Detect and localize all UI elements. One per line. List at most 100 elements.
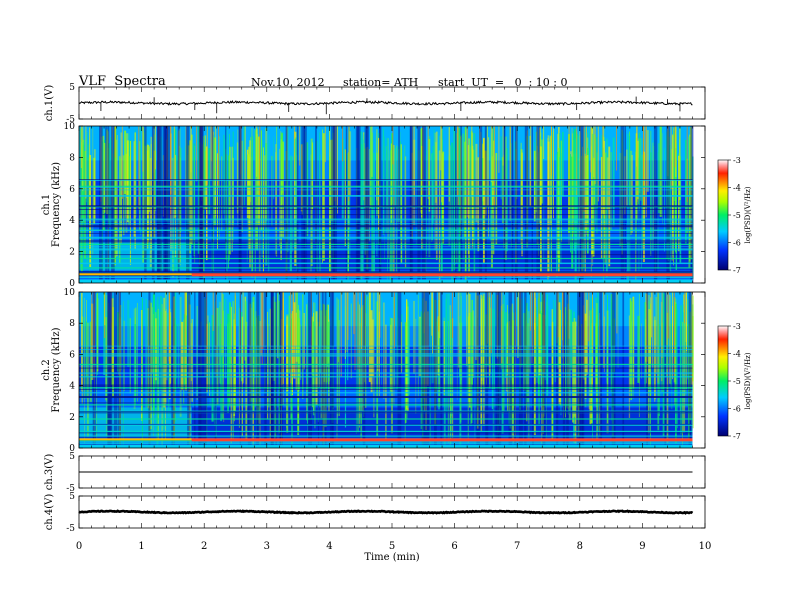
- ch1-spectrogram-sferic-strong: [138, 126, 140, 209]
- ch1-spectrogram-sferic-strong: [643, 126, 644, 208]
- ch1-spectrogram-sferic-strong: [594, 126, 596, 185]
- ch1-spectrogram-sferic: [535, 131, 537, 213]
- ch2-spectrogram-sferic: [81, 316, 83, 404]
- ch1-spectrogram-sferic: [120, 158, 122, 237]
- ch1-spectrogram-sferic: [592, 155, 594, 266]
- ch2-spectrogram-dark-gap: [247, 292, 252, 448]
- ch1-spectrogram-sferic: [213, 137, 217, 226]
- ch1-spectrogram-sferic: [483, 139, 484, 251]
- ch2-spectrogram-sferic: [230, 306, 232, 444]
- ch1-spectrogram-sferic: [258, 136, 260, 226]
- ch1-spectrogram-sferic: [630, 150, 633, 235]
- ch2-spectrogram-sferic: [650, 303, 651, 447]
- ch2-spectrogram-sferic: [159, 296, 162, 392]
- ch1-spectrogram-sferic-strong: [645, 126, 647, 218]
- ch1-spectrogram-sferic-strong: [466, 126, 468, 218]
- ch2-spectrogram-dark-gap: [425, 292, 430, 448]
- ch1-spectrogram-sferic: [553, 128, 554, 219]
- ch1-spectrogram-sferic: [348, 129, 351, 259]
- ch1-spectrogram-sferic: [604, 152, 607, 265]
- ch2-spectrogram-line: [79, 443, 693, 445]
- ch2-spectrogram-sferic-strong: [650, 292, 652, 338]
- ch2-spectrogram-sferic: [147, 308, 149, 409]
- ch1-spectrogram-sferic: [128, 133, 130, 222]
- ch2-spectrogram-sferic: [82, 296, 84, 367]
- ch2-spectrogram-sferic: [610, 294, 612, 392]
- ch1-spectrogram-sferic: [382, 128, 385, 235]
- x-tick-label: 9: [639, 541, 645, 552]
- ch1-spectrogram-sferic: [679, 128, 681, 200]
- ch2-spectrogram-sferic: [665, 297, 667, 377]
- ch1-spectrogram-line: [79, 271, 693, 272]
- ch1-spectrogram-line: [79, 187, 693, 188]
- ch2-spectrogram-dark-gap: [201, 292, 206, 448]
- ch1-spectrogram-sferic: [600, 157, 603, 259]
- ch1-spectrogram-sferic: [637, 140, 639, 200]
- ch1-spectrogram-ylabel: Frequency (kHz): [51, 162, 62, 247]
- ch2-spectrogram-sferic: [303, 313, 305, 370]
- ch2-spectrogram-sferic: [596, 303, 598, 441]
- ch1-spectrogram-sferic: [372, 152, 375, 273]
- ch1-spectrogram-hum-line: [79, 237, 693, 239]
- ch1-spectrogram-line: [79, 272, 693, 274]
- ch1-spectrogram-sferic: [493, 140, 495, 255]
- ch2-spectrogram-sferic-strong: [282, 292, 284, 384]
- ch1-spectrogram-line: [79, 220, 693, 222]
- ch2-spectrogram-dark-gap: [362, 292, 366, 448]
- ch2-spectrogram-dark-gap: [421, 292, 426, 448]
- ch1-spectrogram-sferic: [504, 136, 507, 261]
- ch1-spectrogram-sferic: [472, 149, 475, 240]
- ch1-spectrogram-ytick-label: 0: [69, 279, 75, 289]
- ch2-spectrogram-sferic: [206, 323, 208, 393]
- ch2-spectrogram-sferic: [400, 322, 402, 373]
- ch1-spectrogram-sferic: [640, 157, 642, 269]
- ch1-spectrogram-dark-gap: [356, 126, 361, 283]
- ch1-spectrogram-sferic-strong: [114, 126, 116, 158]
- ch2-spectrogram-sferic: [136, 302, 138, 402]
- ch2-spectrogram-sferic: [595, 297, 598, 371]
- ch2-spectrogram-sferic: [683, 294, 686, 433]
- ch3-waveform-ytick-label: -5: [66, 484, 75, 494]
- ch1-spectrogram-line: [79, 249, 693, 251]
- ch2-spectrogram-sferic: [502, 304, 504, 414]
- ch2-spectrogram-sferic: [255, 311, 257, 406]
- ch2-spectrogram-sferic: [381, 297, 383, 385]
- ch1-spectrogram-sferic: [329, 156, 332, 277]
- ch2-spectrogram-sferic: [190, 323, 192, 382]
- ch1-spectrogram-sferic: [193, 156, 196, 241]
- ch2-spectrogram-line: [79, 345, 693, 347]
- ch1-spectrogram-sferic: [603, 141, 606, 258]
- ch2-spectrogram-line: [79, 432, 693, 434]
- ch1-spectrogram-sferic: [363, 134, 365, 249]
- ch2-spectrogram-dark-gap: [271, 292, 274, 448]
- ch1-spectrogram-dark-gap: [177, 126, 180, 283]
- ch2-spectrogram-sferic: [682, 304, 684, 423]
- ch2-spectrogram-sferic: [302, 294, 304, 399]
- ch2-spectrogram-sferic: [360, 307, 362, 442]
- x-tick-label: 4: [326, 541, 332, 552]
- ch2-spectrogram-sferic: [517, 297, 519, 359]
- x-tick-label: 8: [577, 541, 583, 552]
- ch2-spectrogram-dark-gap: [264, 292, 267, 448]
- ch2-spectrogram-sferic: [630, 301, 632, 401]
- ch2-spectrogram-sferic-strong: [361, 292, 362, 349]
- ch1-spectrogram-line: [79, 246, 693, 248]
- ch2-spectrogram-line: [79, 384, 693, 386]
- ch1-spectrogram-sferic: [572, 131, 575, 206]
- ch1-spectrogram-colorbar-tick-label: -5: [733, 211, 741, 220]
- ch2-spectrogram-line: [79, 411, 693, 413]
- ch1-spectrogram-sferic: [106, 129, 108, 214]
- ch1-spectrogram-sferic-strong: [215, 126, 217, 217]
- ch1-spectrogram-sferic: [612, 137, 615, 227]
- ch1-spectrogram-dark-gap: [422, 126, 426, 283]
- ch2-spectrogram-hum-line: [79, 435, 693, 437]
- ch2-spectrogram-sferic: [540, 313, 543, 404]
- ch2-spectrogram-sferic: [238, 304, 240, 371]
- ch1-spectrogram-sferic-strong: [440, 126, 442, 171]
- ch2-spectrogram-sferic: [667, 312, 669, 368]
- ch2-spectrogram-sferic: [105, 317, 108, 401]
- ch1-spectrogram-dark-gap: [285, 126, 288, 283]
- ch1-spectrogram-sferic: [363, 143, 365, 209]
- ch2-spectrogram-dark-gap: [118, 292, 121, 448]
- ch2-spectrogram-colorbar-tick-label: -5: [733, 377, 741, 386]
